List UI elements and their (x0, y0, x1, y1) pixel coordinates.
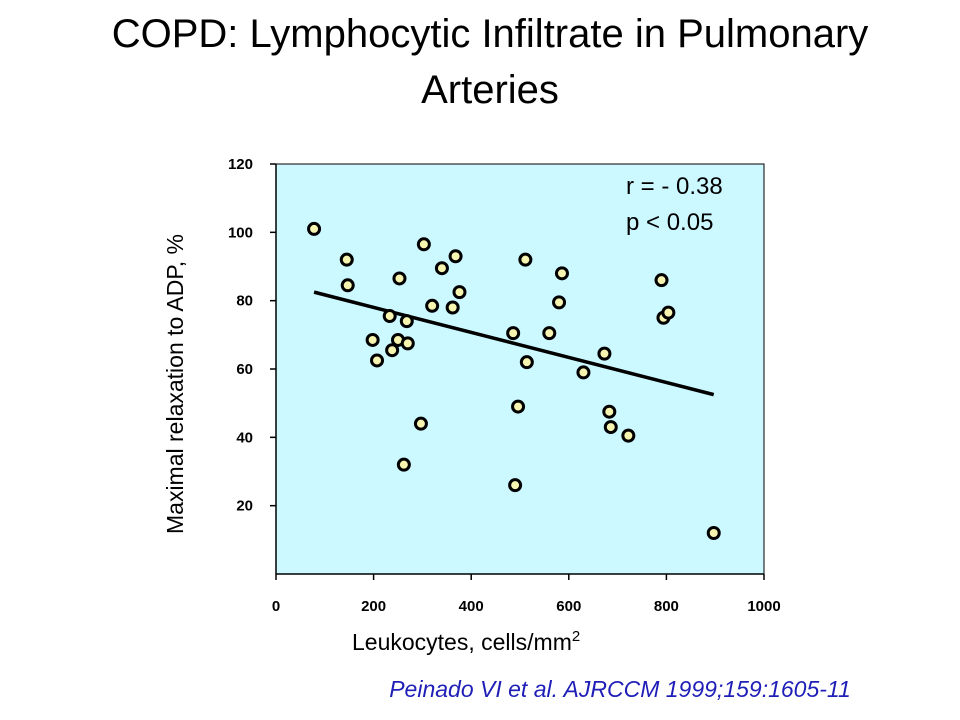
annotation-p: p < 0.05 (626, 209, 713, 236)
data-point (425, 298, 440, 313)
data-point (603, 420, 618, 435)
data-point (511, 399, 526, 414)
data-point (519, 355, 534, 370)
x-tick-label: 1000 (747, 598, 780, 615)
data-point (434, 261, 449, 276)
x-axis-title-superscript: 2 (572, 628, 580, 645)
y-tick-label: 100 (228, 224, 253, 241)
y-tick-label: 80 (236, 293, 253, 310)
title-line-1: COPD: Lymphocytic Infiltrate in Pulmonar… (111, 12, 869, 56)
data-point (340, 278, 355, 293)
x-axis-title: Leukocytes, cells/mm2 (352, 628, 580, 655)
data-point (552, 295, 567, 310)
y-tick-label: 60 (236, 361, 253, 378)
data-point (576, 365, 591, 380)
data-point (506, 326, 521, 341)
x-tick-label: 800 (654, 598, 679, 615)
data-point (399, 314, 414, 329)
data-point (508, 478, 523, 493)
data-point (542, 326, 557, 341)
data-point (452, 285, 467, 300)
data-point (706, 526, 721, 540)
data-point (518, 252, 533, 267)
plot-area (275, 163, 765, 575)
data-point (654, 273, 669, 288)
data-point (339, 252, 354, 267)
x-axis-title-text: Leukocytes, cells/mm (352, 629, 572, 655)
title-line-2: Arteries (421, 68, 559, 112)
x-tick-label: 200 (361, 598, 386, 615)
slide-title: COPD: Lymphocytic Infiltrate in Pulmonar… (20, 6, 960, 118)
citation: Peinado VI et al. AJRCCM 1999;159:1605-1… (389, 676, 851, 702)
data-point (392, 271, 407, 286)
data-point (413, 416, 428, 431)
data-point (400, 336, 415, 351)
data-point (396, 457, 411, 472)
data-point (445, 300, 460, 315)
regression-line (313, 290, 715, 397)
y-axis-title: Maximal relaxation to ADP, % (162, 234, 188, 534)
y-tick-label: 20 (236, 498, 253, 515)
x-tick-labels: 0 200 400 600 800 1000 (272, 598, 781, 615)
y-tick-label: 40 (236, 429, 253, 446)
data-point (370, 353, 385, 368)
x-tick-label: 600 (556, 598, 581, 615)
data-points (307, 221, 721, 540)
data-point (416, 237, 431, 252)
y-tick-marks (270, 163, 276, 507)
data-point (554, 266, 569, 281)
annotation-r: r = - 0.38 (626, 173, 723, 200)
data-point (365, 332, 380, 347)
data-point (661, 305, 676, 320)
x-tick-marks (275, 574, 765, 580)
x-tick-label: 400 (459, 598, 484, 615)
data-point (307, 221, 322, 236)
data-point (382, 309, 397, 324)
x-tick-label: 0 (272, 598, 280, 615)
data-point (621, 428, 636, 443)
data-point (385, 343, 400, 358)
data-point (448, 249, 463, 264)
data-point (602, 404, 617, 419)
data-point (597, 346, 612, 361)
y-tick-label: 120 (228, 156, 253, 173)
y-tick-labels: 20 40 60 80 100 120 (228, 156, 253, 515)
